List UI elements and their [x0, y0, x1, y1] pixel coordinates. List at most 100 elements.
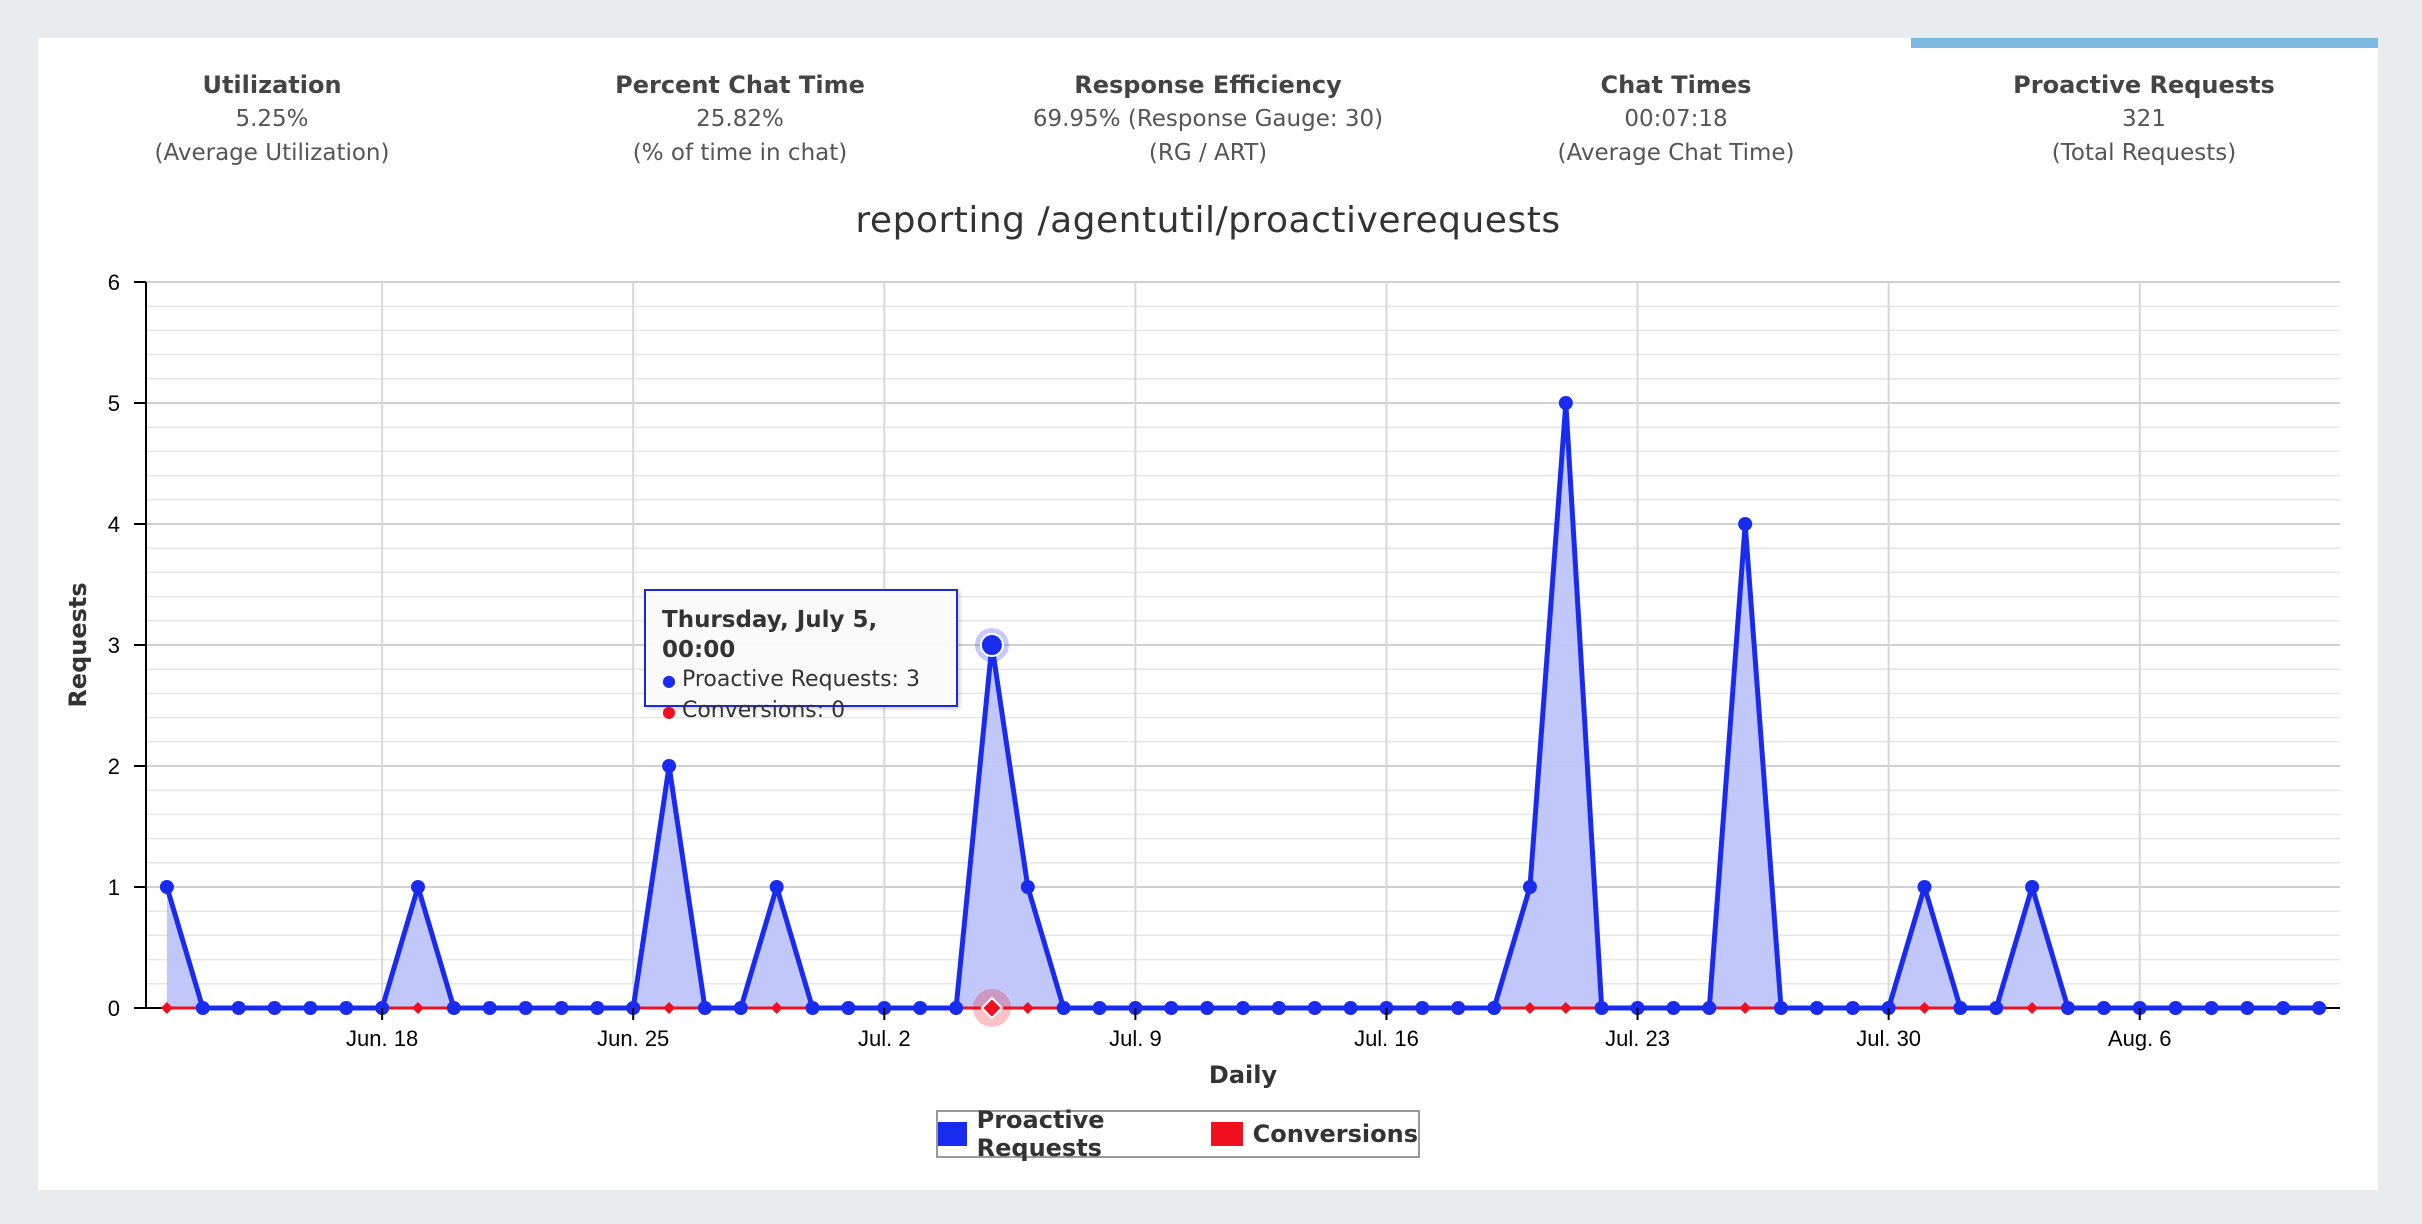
requests-point: [2025, 880, 2040, 894]
requests-point: [2312, 1001, 2327, 1015]
requests-point: [195, 1001, 210, 1015]
requests-bullet-icon: ●: [662, 671, 676, 690]
stat-title: Response Efficiency: [1074, 71, 1342, 99]
y-tick-label: 4: [108, 512, 120, 537]
conversions-point: [1918, 1002, 1931, 1014]
requests-point: [2204, 1001, 2219, 1015]
stat-percent-chat-time[interactable]: Percent Chat Time 25.82% (% of time in c…: [506, 68, 974, 170]
stat-value: 321: [2122, 106, 2166, 132]
x-tick-label: Jul. 16: [1354, 1026, 1419, 1051]
stat-title: Percent Chat Time: [615, 71, 865, 99]
stat-proactive-requests[interactable]: Proactive Requests 321 (Total Requests): [1910, 68, 2378, 170]
requests-point: [1522, 880, 1537, 894]
requests-point: [1307, 1001, 1322, 1015]
requests-point: [1594, 1001, 1609, 1015]
y-tick-label: 0: [108, 996, 120, 1021]
x-tick-label: Jun. 18: [346, 1026, 418, 1051]
requests-point: [1989, 1001, 2004, 1015]
stat-utilization[interactable]: Utilization 5.25% (Average Utilization): [38, 68, 506, 170]
x-tick-label: Aug. 6: [2108, 1026, 2172, 1051]
requests-point: [2096, 1001, 2111, 1015]
conversions-bullet-icon: ●: [662, 702, 676, 721]
chart-legend: Proactive Requests Conversions: [936, 1106, 1420, 1162]
requests-point: [949, 1001, 964, 1015]
stat-value: 5.25%: [235, 106, 309, 132]
requests-point: [1917, 880, 1932, 894]
legend-label-conversions: Conversions: [1252, 1120, 1418, 1148]
stat-title: Proactive Requests: [2013, 71, 2275, 99]
stat-subtitle: (Total Requests): [2051, 140, 2237, 166]
stat-subtitle: (RG / ART): [1148, 140, 1268, 166]
requests-point: [1451, 1001, 1466, 1015]
x-tick-label: Jul. 23: [1605, 1026, 1670, 1051]
requests-point: [1487, 1001, 1502, 1015]
requests-line: [164, 400, 2320, 1011]
requests-point: [1415, 1001, 1430, 1015]
stat-value: 69.95% (Response Gauge: 30): [1032, 106, 1384, 132]
requests-point: [1809, 1001, 1824, 1015]
requests-point: [482, 1001, 497, 1015]
conversions-point: [2026, 1002, 2039, 1014]
requests-point: [446, 1001, 461, 1015]
requests-point: [1020, 880, 1035, 894]
report-panel: Utilization 5.25% (Average Utilization) …: [38, 38, 2378, 1190]
requests-point: [662, 759, 677, 773]
legend-swatch-conversions: [1210, 1122, 1243, 1146]
requests-point: [411, 880, 426, 894]
requests-point: [769, 880, 784, 894]
requests-point: [518, 1001, 533, 1015]
x-tick-label: Jul. 2: [858, 1026, 911, 1051]
stat-chat-times[interactable]: Chat Times 00:07:18 (Average Chat Time): [1442, 68, 1910, 170]
active-tab-indicator: [1911, 38, 2378, 48]
requests-point: [267, 1001, 282, 1015]
conversions-point: [663, 1002, 676, 1014]
y-tick-label: 3: [108, 633, 120, 658]
requests-point: [697, 1001, 712, 1015]
stat-title: Chat Times: [1600, 71, 1752, 99]
legend-label-requests: Proactive Requests: [976, 1106, 1105, 1162]
tooltip-conversions: Conversions: 0: [681, 698, 846, 723]
stat-value: 00:07:18: [1624, 106, 1728, 132]
x-tick-label: Jul. 30: [1856, 1026, 1921, 1051]
requests-point: [1774, 1001, 1789, 1015]
conversions-point: [1739, 1002, 1752, 1014]
stat-subtitle: (Average Chat Time): [1557, 140, 1795, 166]
requests-point: [733, 1001, 748, 1015]
requests-point: [2240, 1001, 2255, 1015]
requests-point: [805, 1001, 820, 1015]
requests-point: [1666, 1001, 1681, 1015]
requests-point: [841, 1001, 856, 1015]
requests-point: [2168, 1001, 2183, 1015]
requests-point: [590, 1001, 605, 1015]
y-tick-label: 1: [108, 875, 120, 900]
requests-point: [2276, 1001, 2291, 1015]
proactive-requests-chart: 0 1 2 3 4 5 6 Jun. 18 Jun. 25 Jul. 2 Jul. 9 Jul. 16…: [64, 270, 2340, 1089]
conversions-point: [980, 996, 1004, 1020]
conversions-point: [1559, 1002, 1572, 1014]
stat-title: Utilization: [202, 71, 342, 99]
legend-item-conversions[interactable]: Conversions: [1210, 1120, 1418, 1148]
x-tick-label: Jun. 25: [597, 1026, 669, 1051]
requests-area: [166, 403, 2320, 1008]
requests-point: [554, 1001, 569, 1015]
requests-point: [303, 1001, 318, 1015]
conversions-point: [770, 1002, 783, 1014]
requests-point: [231, 1001, 246, 1015]
tooltip-header: Thursday, July 5, 00:00: [662, 607, 878, 663]
legend-swatch-requests: [938, 1122, 967, 1146]
requests-point: [1953, 1001, 1968, 1015]
requests-point: [1056, 1001, 1071, 1015]
requests-point: [1092, 1001, 1107, 1015]
requests-point: [1236, 1001, 1250, 1015]
requests-point: [1738, 517, 1753, 531]
tooltip-requests: Proactive Requests: 3: [681, 667, 920, 692]
requests-point: [2060, 1001, 2075, 1015]
requests-point: [1845, 1001, 1860, 1015]
stat-response-efficiency[interactable]: Response Efficiency 69.95% (Response Gau…: [974, 68, 1442, 170]
requests-point: [979, 633, 1004, 657]
conversions-point: [412, 1002, 425, 1014]
chart-tooltip: Thursday, July 5, 00:00 ● Proactive Reque…: [644, 589, 958, 723]
legend-item-requests[interactable]: Proactive Requests: [938, 1106, 1211, 1162]
requests-point: [1558, 396, 1573, 410]
requests-point: [1702, 1001, 1717, 1015]
